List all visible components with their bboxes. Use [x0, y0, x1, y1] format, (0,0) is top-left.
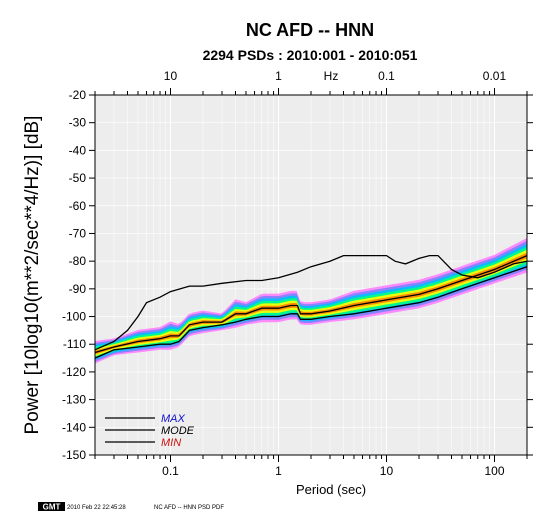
axis-ticks: -20 -30 -40 -50 -60 -70 -80 -90 -100 -110 -120 -130…	[62, 69, 533, 478]
x-tick-label: 100	[484, 464, 504, 478]
footer-caption: NC AFD -- HNN PSD PDF	[154, 505, 224, 511]
x-tick-label: 1	[275, 464, 282, 478]
top-tick-label: 1	[275, 69, 282, 83]
footer-timestamp: 2010 Feb 22 22:45:28	[67, 505, 126, 511]
x-axis-label: Period (sec)	[296, 482, 366, 497]
legend-label-mode: MODE	[161, 425, 195, 437]
grid-lines	[94, 94, 528, 456]
top-tick-label: 10	[164, 69, 178, 83]
y-tick-label: -100	[62, 310, 86, 324]
y-tick-label: -70	[69, 226, 87, 240]
top-tick-label: 0.1	[378, 69, 395, 83]
footer: GMT 2010 Feb 22 22:45:28 NC AFD -- HNN P…	[38, 502, 224, 512]
pdf-band-layer	[95, 243, 527, 360]
y-tick-label: -120	[62, 365, 86, 379]
x-tick-label: 10	[380, 464, 394, 478]
y-tick-label: -150	[62, 448, 86, 462]
y-tick-label: -20	[69, 88, 87, 102]
series-lines	[94, 254, 528, 359]
y-tick-label: -80	[69, 254, 87, 268]
gmt-badge-text: GMT	[43, 503, 61, 512]
y-axis-label: Power [10log10(m**2/sec**4/Hz)] [dB]	[22, 116, 43, 435]
top-tick-label: 0.01	[483, 69, 507, 83]
y-tick-label: -50	[69, 171, 87, 185]
top-axis-label: Hz	[324, 69, 339, 83]
legend-label-max: MAX	[161, 413, 186, 425]
y-tick-label: -110	[63, 337, 86, 351]
y-tick-label: -60	[69, 199, 87, 213]
y-tick-label: -140	[62, 420, 86, 434]
gmt-badge	[38, 502, 65, 511]
pdf-band-layer	[95, 237, 527, 364]
series-line-max	[94, 254, 528, 351]
y-tick-label: -30	[69, 116, 87, 130]
x-tick-label: 0.1	[162, 464, 179, 478]
series-line-min	[94, 266, 528, 359]
pdf-band-layer	[95, 240, 527, 362]
y-tick-label: -90	[69, 282, 87, 296]
y-tick-label: -40	[69, 143, 87, 157]
series-line-mode	[94, 255, 528, 354]
y-tick-label: -130	[62, 393, 86, 407]
legend-label-min: MIN	[161, 437, 181, 449]
chart-title: NC AFD -- HNN	[246, 20, 374, 40]
chart-subtitle: 2294 PSDs : 2010:001 - 2010:051	[203, 47, 418, 63]
